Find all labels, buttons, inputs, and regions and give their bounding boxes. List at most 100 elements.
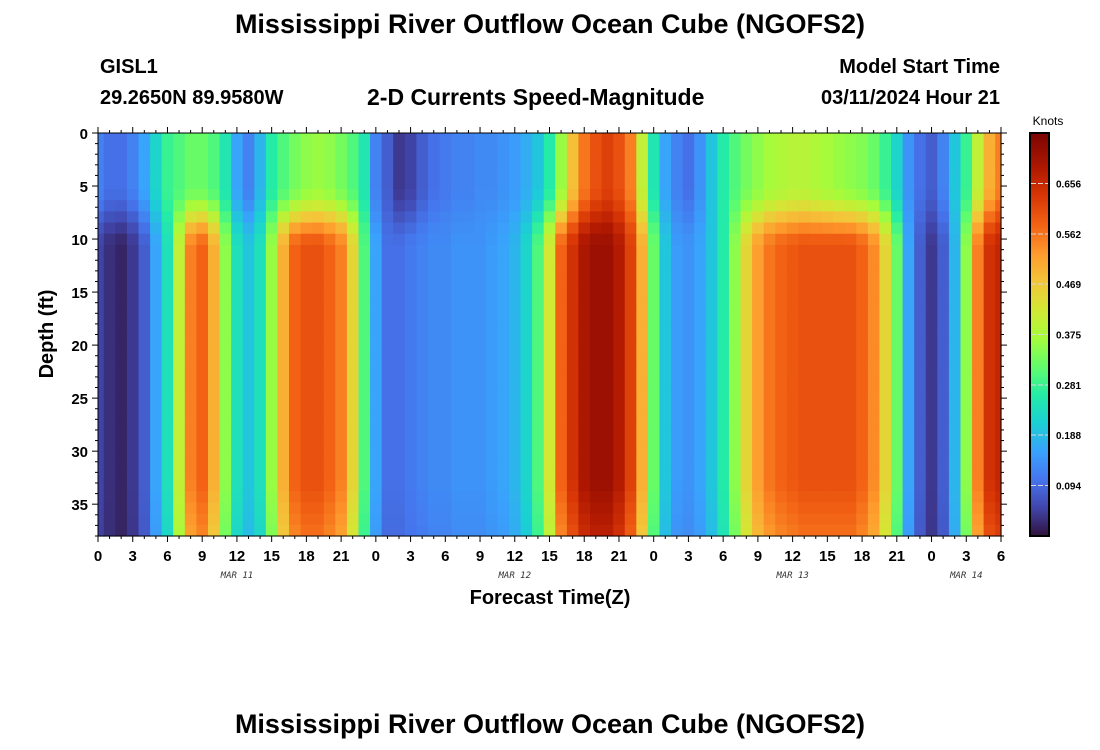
heatmap-cell	[416, 244, 429, 257]
heatmap-cell	[682, 468, 695, 481]
heatmap-cell	[404, 379, 417, 392]
heatmap-cell	[508, 144, 522, 156]
heatmap-cell	[462, 524, 475, 537]
heatmap-cell	[98, 323, 105, 336]
heatmap-cell	[613, 300, 626, 313]
heatmap-cell	[636, 480, 649, 492]
heatmap-cell	[856, 368, 869, 380]
heatmap-cell	[636, 144, 649, 156]
heatmap-cell	[381, 289, 394, 302]
heatmap-cell	[891, 312, 904, 324]
heatmap-cell	[184, 278, 198, 291]
heatmap-cell	[219, 390, 232, 403]
heatmap-cell	[532, 233, 545, 246]
heatmap-cell	[173, 368, 186, 380]
heatmap-cell	[590, 379, 603, 392]
heatmap-cell	[207, 390, 221, 403]
heatmap-cell	[728, 435, 742, 448]
heatmap-cell	[474, 379, 487, 392]
heatmap-cell	[161, 278, 174, 291]
heatmap-cell	[914, 200, 927, 212]
heatmap-cell	[126, 233, 140, 246]
heatmap-cell	[196, 356, 209, 369]
heatmap-cell	[474, 267, 487, 280]
heatmap-cell	[752, 300, 765, 313]
heatmap-cell	[451, 345, 464, 358]
heatmap-cell	[277, 133, 290, 145]
heatmap-cell	[995, 177, 1002, 190]
x-tick-label: 12	[784, 548, 801, 565]
heatmap-cell	[138, 356, 151, 369]
heatmap-cell	[647, 457, 661, 470]
heatmap-cell	[925, 211, 938, 224]
heatmap-cell	[798, 491, 811, 504]
heatmap-cell	[798, 424, 811, 436]
heatmap-cell	[207, 502, 221, 515]
heatmap-cell	[740, 278, 753, 291]
heatmap-cell	[717, 312, 730, 324]
heatmap-cell	[532, 356, 545, 369]
heatmap-cell	[613, 155, 626, 168]
heatmap-cell	[370, 502, 383, 515]
heatmap-cell	[451, 289, 464, 302]
heatmap-cell	[972, 133, 985, 145]
heatmap-cell	[879, 446, 892, 459]
heatmap-cell	[694, 468, 707, 481]
heatmap-cell	[265, 379, 279, 392]
heatmap-cell	[451, 155, 464, 168]
heatmap-cell	[856, 424, 869, 436]
heatmap-cell	[173, 401, 186, 414]
heatmap-cell	[277, 356, 290, 369]
heatmap-cell	[462, 188, 475, 201]
heatmap-cell	[578, 401, 591, 414]
heatmap-cell	[439, 133, 452, 145]
heatmap-cell	[462, 368, 475, 380]
heatmap-cell	[289, 446, 302, 459]
model-start-label: Model Start Time	[839, 56, 1000, 78]
heatmap-cell	[370, 177, 383, 190]
heatmap-cell	[98, 468, 105, 481]
heatmap-cell	[902, 312, 915, 324]
heatmap-cell	[948, 312, 962, 324]
heatmap-cell	[370, 390, 383, 403]
heatmap-cell	[763, 256, 776, 268]
heatmap-cell	[891, 446, 904, 459]
heatmap-cell	[381, 524, 394, 537]
heatmap-cell	[439, 155, 452, 168]
heatmap-cell	[798, 278, 811, 291]
heatmap-cell	[844, 468, 857, 481]
heatmap-cell	[532, 323, 545, 336]
heatmap-cell	[126, 222, 140, 235]
heatmap-cell	[184, 155, 198, 168]
heatmap-cell	[323, 412, 336, 425]
heatmap-cell	[346, 155, 360, 168]
heatmap-cell	[821, 491, 834, 504]
heatmap-cell	[740, 323, 753, 336]
page-title: Mississippi River Outflow Ocean Cube (NG…	[234, 9, 866, 39]
heatmap-cell	[705, 133, 718, 145]
heatmap-cell	[867, 133, 881, 145]
heatmap-cell	[173, 133, 186, 145]
heatmap-cell	[520, 345, 533, 358]
heatmap-cell	[404, 435, 417, 448]
heatmap-cell	[289, 334, 302, 347]
heatmap-cell	[809, 222, 823, 235]
heatmap-cell	[752, 278, 765, 291]
heatmap-cell	[346, 401, 360, 414]
heatmap-cell	[925, 390, 938, 403]
heatmap-cell	[184, 312, 198, 324]
heatmap-cell	[173, 412, 186, 425]
heatmap-cell	[705, 401, 718, 414]
heatmap-cell	[277, 166, 290, 179]
heatmap-cell	[566, 379, 580, 392]
heatmap-cell	[937, 412, 950, 425]
heatmap-cell	[242, 166, 255, 179]
heatmap-cell	[879, 278, 892, 291]
heatmap-cell	[427, 177, 441, 190]
heatmap-cell	[161, 412, 174, 425]
heatmap-cell	[289, 502, 302, 515]
heatmap-cell	[821, 267, 834, 280]
heatmap-cell	[867, 480, 881, 492]
heatmap-cell	[902, 401, 915, 414]
heatmap-cell	[277, 480, 290, 492]
